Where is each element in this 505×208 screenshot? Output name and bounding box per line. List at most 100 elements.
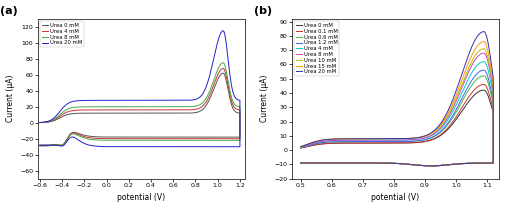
Urea 0 mM: [437, 164, 443, 167]
Urea 0.6 mM: [428, 165, 434, 167]
Urea 0.6 mM: [350, 162, 357, 164]
Urea 1.2 mM: [298, 162, 304, 164]
Urea 0.1 mM: [298, 147, 304, 149]
Text: (b): (b): [254, 6, 272, 16]
Urea 1.2 mM: [459, 162, 465, 165]
Urea 15 mM: [437, 164, 443, 167]
Urea 8 mM: [459, 162, 465, 165]
Urea 4 mM: [437, 164, 443, 167]
Text: (a): (a): [0, 6, 18, 16]
Urea 4 mM: [390, 162, 396, 165]
Line: Urea 20 mM: Urea 20 mM: [40, 31, 240, 147]
Urea 15 mM: [390, 162, 396, 165]
Urea 10 mM: [437, 164, 443, 167]
Urea 0 mM: [162, 136, 168, 138]
Urea 20 mM: [237, 145, 243, 148]
Urea 4 mM: [78, 109, 84, 111]
Urea 4 mM: [428, 165, 434, 167]
Urea 10 mM: [390, 162, 396, 165]
Urea 20 mM: [37, 121, 43, 124]
X-axis label: potential (V): potential (V): [118, 193, 166, 202]
Urea 0 mM: [390, 162, 396, 165]
Urea 20 mM: [481, 30, 487, 33]
Urea 0.6 mM: [298, 146, 304, 149]
Urea 0 mM: [39, 145, 45, 147]
Line: Urea 4 mM: Urea 4 mM: [301, 62, 493, 166]
Urea 4 mM: [220, 67, 226, 70]
Urea 15 mM: [322, 139, 328, 141]
Legend: Urea 0 mM, Urea 0.1 mM, Urea 0.6 mM, Urea 1.2 mM, Urea 4 mM, Urea 8 mM, Urea 10 : Urea 0 mM, Urea 0.1 mM, Urea 0.6 mM, Ure…: [294, 21, 339, 76]
Urea 15 mM: [298, 145, 304, 148]
Urea 15 mM: [449, 163, 455, 166]
Urea 0 mM: [298, 147, 304, 149]
Urea 8 mM: [390, 162, 396, 165]
Urea 0.1 mM: [428, 165, 434, 167]
Urea 0.6 mM: [322, 141, 328, 144]
Urea 8 mM: [220, 62, 226, 64]
Urea 20 mM: [298, 145, 304, 148]
Urea 8 mM: [437, 164, 443, 167]
Urea 8 mM: [322, 140, 328, 142]
Line: Urea 0 mM: Urea 0 mM: [40, 73, 240, 146]
Urea 1.2 mM: [322, 141, 328, 144]
Urea 8 mM: [481, 52, 487, 54]
Urea 0 mM: [125, 136, 131, 138]
Urea 0 mM: [459, 162, 465, 165]
Urea 8 mM: [117, 139, 123, 142]
Line: Urea 10 mM: Urea 10 mM: [301, 49, 493, 166]
Urea 0 mM: [428, 165, 434, 167]
Urea 15 mM: [298, 162, 304, 164]
Urea 10 mM: [350, 162, 357, 164]
Urea 10 mM: [298, 162, 304, 164]
Line: Urea 1.2 mM: Urea 1.2 mM: [301, 70, 493, 166]
Line: Urea 8 mM: Urea 8 mM: [301, 53, 493, 166]
Urea 10 mM: [298, 145, 304, 148]
Urea 20 mM: [390, 162, 396, 165]
Legend: Urea 0 mM, Urea 4 mM, Urea 8 mM, Urea 20 mM: Urea 0 mM, Urea 4 mM, Urea 8 mM, Urea 20…: [40, 21, 83, 47]
Urea 4 mM: [350, 162, 357, 164]
Urea 10 mM: [459, 162, 465, 165]
Urea 8 mM: [37, 121, 43, 124]
Urea 1.2 mM: [350, 162, 357, 164]
Line: Urea 15 mM: Urea 15 mM: [301, 42, 493, 166]
Urea 20 mM: [78, 99, 84, 102]
Urea 4 mM: [125, 137, 131, 140]
Urea 4 mM: [298, 162, 304, 164]
Urea 20 mM: [350, 162, 357, 164]
Urea 8 mM: [298, 162, 304, 164]
Urea 20 mM: [322, 139, 328, 141]
Urea 8 mM: [350, 162, 357, 164]
Urea 0 mM: [199, 109, 205, 111]
Urea 4 mM: [322, 140, 328, 142]
Urea 0.1 mM: [449, 163, 455, 166]
Urea 10 mM: [428, 165, 434, 167]
Urea 4 mM: [199, 105, 205, 108]
Urea 4 mM: [162, 137, 168, 140]
Urea 0 mM: [117, 136, 123, 138]
Line: Urea 0 mM: Urea 0 mM: [301, 90, 493, 166]
Y-axis label: Current (μA): Current (μA): [260, 75, 269, 123]
Urea 0 mM: [322, 142, 328, 145]
Urea 20 mM: [449, 163, 455, 166]
Urea 1.2 mM: [437, 164, 443, 167]
Urea 4 mM: [459, 162, 465, 165]
Urea 8 mM: [449, 163, 455, 166]
Urea 10 mM: [449, 163, 455, 166]
Urea 0 mM: [298, 162, 304, 164]
Urea 0 mM: [78, 112, 84, 114]
Urea 0.1 mM: [459, 162, 465, 165]
Urea 15 mM: [350, 162, 357, 164]
Urea 0.1 mM: [390, 162, 396, 165]
Urea 0.6 mM: [481, 75, 487, 77]
Urea 20 mM: [37, 144, 43, 146]
Urea 0 mM: [213, 82, 219, 84]
Urea 20 mM: [213, 46, 219, 49]
Urea 4 mM: [298, 146, 304, 148]
Urea 0.1 mM: [298, 162, 304, 164]
Line: Urea 8 mM: Urea 8 mM: [40, 63, 240, 145]
Urea 20 mM: [117, 145, 123, 148]
Urea 1.2 mM: [449, 163, 455, 166]
Urea 0 mM: [37, 145, 43, 147]
Urea 8 mM: [162, 139, 168, 142]
Urea 20 mM: [199, 94, 205, 96]
